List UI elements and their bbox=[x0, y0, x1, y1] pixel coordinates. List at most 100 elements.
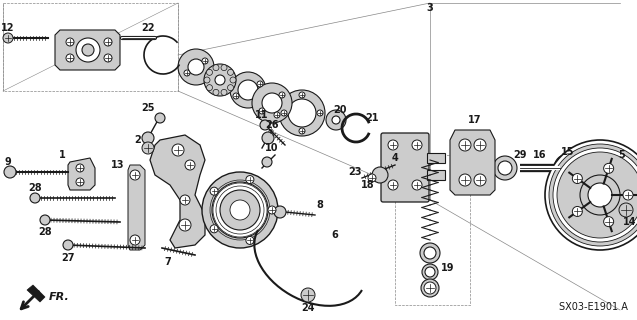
Circle shape bbox=[588, 183, 612, 207]
Text: 29: 29 bbox=[513, 150, 527, 160]
Polygon shape bbox=[68, 158, 95, 190]
Circle shape bbox=[274, 206, 286, 218]
Circle shape bbox=[252, 83, 292, 123]
Text: 10: 10 bbox=[265, 143, 279, 153]
Circle shape bbox=[493, 156, 517, 180]
Bar bbox=[427, 153, 445, 163]
Circle shape bbox=[425, 267, 435, 277]
Circle shape bbox=[317, 110, 323, 116]
Text: 2: 2 bbox=[134, 135, 141, 145]
Circle shape bbox=[210, 187, 218, 195]
Circle shape bbox=[227, 69, 234, 75]
Circle shape bbox=[76, 38, 100, 62]
Text: 9: 9 bbox=[4, 157, 11, 167]
Circle shape bbox=[221, 65, 227, 71]
Text: 21: 21 bbox=[365, 113, 379, 123]
Circle shape bbox=[130, 170, 140, 180]
Circle shape bbox=[215, 75, 225, 85]
Circle shape bbox=[221, 89, 227, 95]
Text: 7: 7 bbox=[164, 257, 171, 267]
Circle shape bbox=[142, 132, 154, 144]
Circle shape bbox=[82, 44, 94, 56]
Circle shape bbox=[76, 164, 84, 172]
Circle shape bbox=[185, 160, 195, 170]
Circle shape bbox=[388, 180, 398, 190]
Circle shape bbox=[281, 110, 287, 116]
Circle shape bbox=[178, 49, 214, 85]
Circle shape bbox=[246, 236, 254, 244]
Circle shape bbox=[40, 215, 50, 225]
Circle shape bbox=[180, 195, 190, 205]
Circle shape bbox=[262, 132, 274, 144]
Circle shape bbox=[388, 140, 398, 150]
Text: 3: 3 bbox=[427, 3, 433, 13]
Circle shape bbox=[66, 38, 74, 46]
Circle shape bbox=[202, 172, 278, 248]
Text: 8: 8 bbox=[317, 200, 324, 210]
Circle shape bbox=[260, 120, 270, 130]
Circle shape bbox=[301, 288, 315, 302]
Circle shape bbox=[580, 175, 620, 215]
Bar bbox=[3, 3, 178, 91]
Circle shape bbox=[412, 180, 422, 190]
Circle shape bbox=[368, 174, 376, 182]
Text: 19: 19 bbox=[441, 263, 455, 273]
Circle shape bbox=[172, 144, 184, 156]
Circle shape bbox=[549, 144, 637, 246]
Circle shape bbox=[246, 176, 254, 184]
Circle shape bbox=[420, 243, 440, 263]
Circle shape bbox=[104, 38, 112, 46]
Bar bbox=[395, 155, 470, 305]
Text: 5: 5 bbox=[619, 150, 626, 160]
Circle shape bbox=[212, 182, 268, 238]
Text: 14: 14 bbox=[623, 217, 637, 227]
Circle shape bbox=[573, 173, 582, 184]
Circle shape bbox=[279, 90, 325, 136]
Text: 26: 26 bbox=[265, 120, 279, 130]
Circle shape bbox=[213, 65, 219, 71]
Circle shape bbox=[104, 54, 112, 62]
Text: 17: 17 bbox=[468, 115, 482, 125]
Text: 18: 18 bbox=[361, 180, 375, 190]
Text: 24: 24 bbox=[301, 303, 315, 313]
Text: FR.: FR. bbox=[49, 292, 69, 302]
Circle shape bbox=[76, 178, 84, 186]
Text: 11: 11 bbox=[255, 110, 269, 120]
Circle shape bbox=[553, 148, 637, 242]
Circle shape bbox=[412, 140, 422, 150]
Text: 15: 15 bbox=[561, 147, 575, 157]
Circle shape bbox=[299, 92, 305, 98]
Bar bbox=[427, 170, 445, 180]
Circle shape bbox=[202, 58, 208, 64]
Circle shape bbox=[288, 99, 316, 127]
Text: 1: 1 bbox=[59, 150, 66, 160]
Circle shape bbox=[63, 240, 73, 250]
Circle shape bbox=[557, 152, 637, 238]
Circle shape bbox=[210, 225, 218, 233]
Circle shape bbox=[545, 140, 637, 250]
Circle shape bbox=[279, 92, 285, 98]
Circle shape bbox=[206, 69, 213, 75]
Circle shape bbox=[184, 70, 190, 76]
Circle shape bbox=[230, 72, 266, 108]
Circle shape bbox=[560, 160, 576, 176]
Circle shape bbox=[424, 247, 436, 259]
Circle shape bbox=[326, 110, 346, 130]
Circle shape bbox=[604, 217, 613, 227]
Text: 4: 4 bbox=[392, 153, 398, 163]
Circle shape bbox=[230, 200, 250, 220]
Text: 20: 20 bbox=[333, 105, 347, 115]
Circle shape bbox=[233, 93, 239, 99]
Text: 22: 22 bbox=[141, 23, 155, 33]
Text: 23: 23 bbox=[348, 167, 362, 177]
Polygon shape bbox=[27, 285, 45, 302]
Circle shape bbox=[155, 113, 165, 123]
Text: 6: 6 bbox=[332, 230, 338, 240]
Circle shape bbox=[257, 81, 263, 87]
Polygon shape bbox=[55, 30, 120, 70]
Circle shape bbox=[459, 139, 471, 151]
Text: 16: 16 bbox=[533, 150, 547, 160]
Circle shape bbox=[299, 128, 305, 134]
Circle shape bbox=[623, 190, 633, 200]
Circle shape bbox=[422, 264, 438, 280]
